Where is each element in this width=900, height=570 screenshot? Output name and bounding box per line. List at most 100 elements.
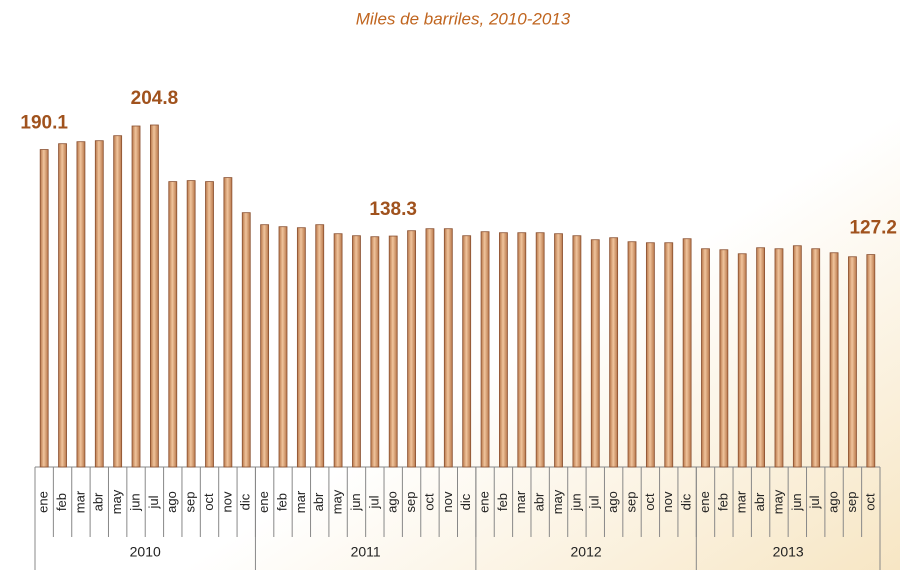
bar (315, 224, 325, 468)
group-label: 2011 (351, 544, 381, 560)
x-tick-label: may (109, 489, 124, 514)
bar (241, 212, 251, 468)
bar (260, 224, 270, 468)
bar (296, 227, 306, 468)
bar (168, 181, 178, 468)
x-tick-label: feb (54, 493, 69, 511)
bar (278, 226, 288, 468)
x-tick-label: sep (623, 492, 638, 513)
bar (480, 231, 490, 468)
x-tick-label: feb (495, 493, 510, 511)
x-tick-label: jun (789, 493, 804, 511)
group-label: 2012 (571, 544, 602, 560)
bar (76, 141, 86, 468)
bar (370, 236, 380, 468)
x-tick-label: jun (127, 493, 142, 511)
x-tick-label: ene (476, 491, 491, 513)
bar (554, 233, 563, 468)
bar (94, 140, 104, 468)
x-tick-label: ene (36, 491, 51, 513)
x-tick-label: may (770, 489, 785, 514)
bar (719, 249, 729, 468)
x-tick-label: oct (862, 493, 877, 511)
bar (186, 180, 196, 468)
x-tick-label: jun (568, 493, 583, 511)
x-tick-label: ene (697, 491, 712, 513)
x-tick-label: jul (366, 495, 381, 509)
x-tick-label: jun (348, 493, 363, 511)
bar (811, 248, 821, 468)
bar (774, 248, 784, 468)
x-tick-label: oct (642, 493, 657, 511)
x-tick-label: nov (219, 491, 234, 512)
x-tick-label: dic (458, 493, 473, 510)
bar (462, 235, 472, 468)
x-tick-label: ago (826, 491, 841, 513)
bar (664, 242, 674, 468)
x-tick-label: may (330, 489, 345, 514)
bar (223, 177, 233, 468)
bar (756, 247, 765, 468)
x-tick-label: sep (403, 492, 418, 513)
x-tick-label: sep (844, 492, 859, 513)
bar (388, 235, 398, 468)
bar (645, 242, 655, 468)
bar (590, 239, 600, 468)
x-tick-label: ago (385, 491, 400, 513)
bar (150, 124, 159, 468)
bar (131, 125, 141, 468)
data-label: 138.3 (369, 199, 417, 220)
x-tick-label: abr (311, 492, 326, 511)
bar (205, 181, 214, 468)
bar (39, 149, 49, 468)
x-tick-label: abr (532, 492, 547, 511)
x-tick-label: oct (421, 493, 436, 511)
bar (517, 232, 527, 468)
bar (829, 252, 839, 468)
bar (352, 235, 361, 468)
bar (499, 232, 508, 468)
bar (866, 254, 876, 468)
x-tick-label: feb (274, 493, 289, 511)
x-tick-label: jul (587, 495, 602, 509)
x-tick-label: ago (164, 491, 179, 513)
x-tick-label: may (550, 489, 565, 514)
x-tick-label: ago (605, 491, 620, 513)
chart-title: Miles de barriles, 2010-2013 (356, 9, 571, 28)
x-tick-label: abr (91, 492, 106, 511)
bar (443, 228, 453, 468)
bar (407, 230, 416, 468)
data-label: 127.2 (849, 218, 897, 239)
x-tick-label: dic (238, 493, 253, 510)
bar (792, 245, 802, 468)
x-tick-label: mar (72, 490, 87, 513)
x-tick-label: feb (715, 493, 730, 511)
group-label: 2010 (130, 544, 161, 560)
bar (737, 253, 747, 468)
bar (58, 143, 67, 468)
x-tick-label: jul (807, 495, 822, 509)
x-tick-label: nov (660, 491, 675, 512)
bar (572, 235, 582, 468)
data-label: 204.8 (131, 88, 179, 109)
bar (609, 237, 619, 468)
bar (113, 135, 123, 468)
x-tick-label: jul (146, 495, 161, 509)
bar (701, 248, 710, 468)
x-tick-label: mar (293, 490, 308, 513)
bar (333, 233, 343, 468)
bar (627, 241, 637, 468)
bar (535, 232, 545, 468)
x-tick-label: ene (256, 491, 271, 513)
bar (682, 238, 692, 468)
x-tick-label: dic (679, 493, 694, 510)
x-tick-label: abr (752, 492, 767, 511)
x-tick-label: oct (201, 493, 216, 511)
bar (425, 228, 435, 468)
x-tick-label: mar (513, 490, 528, 513)
bar (848, 256, 857, 468)
group-label: 2013 (773, 544, 804, 560)
data-label: 190.1 (20, 113, 68, 134)
x-tick-label: sep (183, 492, 198, 513)
